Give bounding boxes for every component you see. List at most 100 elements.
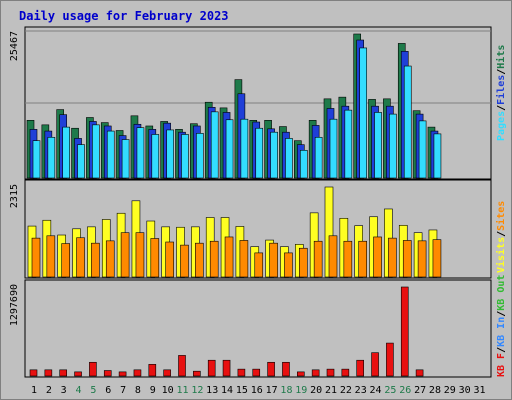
x-tick-label-2: 2 (46, 385, 52, 396)
bar-pages-day-19 (299, 149, 308, 179)
legend-hits: Hits (495, 45, 507, 69)
bar-sites-day-14 (224, 236, 234, 278)
bar-sites-day-19 (298, 247, 308, 278)
bar-pages-day-20 (314, 136, 323, 179)
bar-kbf-day-17 (267, 361, 275, 377)
bar-pages-day-5 (92, 124, 100, 179)
bar-pages-day-26 (403, 65, 412, 179)
bar-sites-day-13 (209, 240, 219, 278)
bar-kbf-day-11 (178, 355, 186, 377)
legend-files: Files (495, 75, 507, 105)
legend-panel3: KB F/KB In/KB Out (496, 275, 507, 377)
ymax-label-panel3: 1297690 (9, 284, 20, 326)
bar-sites-day-26 (402, 240, 412, 278)
ymax-label-panel1: 25467 (9, 31, 20, 61)
bar-sites-day-18 (284, 252, 293, 278)
bar-kbf-day-14 (222, 359, 231, 377)
bar-sites-day-16 (254, 252, 264, 278)
bar-kbf-day-5 (89, 361, 97, 377)
bar-pages-day-23 (359, 47, 368, 179)
bar-pages-day-18 (285, 138, 293, 179)
bar-pages-day-9 (151, 134, 160, 179)
x-tick-label-9: 9 (150, 385, 156, 396)
chart-title: Daily usage for February 2023 (19, 9, 229, 23)
bar-pages-day-21 (329, 118, 338, 179)
bar-kbf-day-18 (282, 361, 290, 377)
legend-pages: Pages (496, 111, 507, 141)
x-tick-label-27: 27 (414, 385, 426, 396)
x-tick-label-16: 16 (251, 385, 263, 396)
x-tick-label-23: 23 (355, 385, 367, 396)
bar-kbf-day-25 (386, 342, 394, 377)
x-tick-label-25: 25 (384, 385, 396, 396)
x-tick-label-17: 17 (266, 385, 278, 396)
legend-kbout: KB Out (496, 275, 507, 311)
bar-kbf-day-19 (296, 371, 305, 377)
bar-sites-day-20 (313, 240, 323, 278)
x-tick-label-30: 30 (459, 385, 471, 396)
bar-sites-day-8 (135, 232, 145, 278)
x-tick-label-5: 5 (90, 385, 96, 396)
x-tick-label-20: 20 (310, 385, 322, 396)
bar-kbf-day-26 (400, 286, 409, 377)
bar-kbf-day-2 (44, 369, 53, 377)
legend-separator: / (496, 311, 507, 317)
bar-kbf-day-7 (118, 371, 127, 377)
bar-kbf-day-9 (148, 364, 157, 377)
bar-sites-day-15 (239, 240, 249, 278)
x-tick-label-21: 21 (325, 385, 337, 396)
legend-separator: / (496, 231, 507, 237)
x-tick-label-15: 15 (236, 385, 248, 396)
x-tick-label-22: 22 (340, 385, 352, 396)
x-tick-label-28: 28 (429, 385, 441, 396)
bar-pages-day-3 (62, 126, 71, 179)
bar-kbf-day-6 (103, 370, 112, 377)
bar-pages-day-11 (181, 134, 189, 179)
bar-pages-day-1 (32, 140, 41, 179)
bar-sites-day-11 (180, 244, 189, 278)
bar-kbf-day-22 (341, 368, 350, 377)
bar-kbf-day-12 (193, 370, 201, 377)
bar-pages-day-28 (433, 133, 442, 179)
bar-kbf-day-4 (74, 371, 82, 377)
bar-kbf-day-8 (133, 369, 142, 377)
bar-sites-day-4 (76, 237, 85, 278)
ymax-label-panel2: 2315 (9, 184, 20, 208)
legend-panel1: Pages/Files/Hits (495, 45, 507, 141)
bar-sites-day-17 (269, 242, 278, 278)
bar-kbf-day-3 (59, 369, 68, 377)
x-tick-label-13: 13 (206, 385, 218, 396)
x-tick-label-6: 6 (105, 385, 111, 396)
bar-pages-day-17 (270, 131, 278, 179)
bar-sites-day-6 (105, 240, 115, 278)
bar-pages-day-25 (389, 113, 397, 179)
bar-sites-day-21 (328, 235, 338, 278)
x-tick-label-12: 12 (191, 385, 203, 396)
bar-pages-day-16 (255, 127, 264, 179)
bar-pages-day-14 (225, 119, 234, 179)
bar-kbf-day-27 (415, 369, 424, 377)
x-tick-label-24: 24 (370, 385, 382, 396)
bar-pages-day-2 (47, 136, 56, 179)
x-tick-label-29: 29 (444, 385, 456, 396)
bar-sites-day-7 (120, 232, 130, 278)
x-tick-label-26: 26 (399, 385, 411, 396)
legend-separator: / (496, 347, 507, 353)
bar-pages-day-27 (418, 120, 427, 179)
legend-kbf: KB F (496, 353, 507, 377)
bar-pages-day-12 (196, 133, 204, 179)
x-tick-label-4: 4 (76, 385, 82, 396)
bar-pages-day-8 (136, 127, 145, 179)
panel-3 (24, 279, 492, 378)
bar-kbf-day-1 (29, 369, 38, 377)
bar-sites-day-27 (417, 240, 427, 278)
x-tick-label-3: 3 (61, 385, 67, 396)
bar-kbf-day-21 (326, 368, 335, 377)
x-tick-label-19: 19 (295, 385, 307, 396)
x-tick-label-10: 10 (162, 385, 174, 396)
legend-separator: / (496, 69, 507, 75)
bar-pages-day-7 (121, 139, 130, 179)
legend-kbin: KB In (496, 317, 507, 347)
bar-sites-day-22 (343, 240, 353, 278)
